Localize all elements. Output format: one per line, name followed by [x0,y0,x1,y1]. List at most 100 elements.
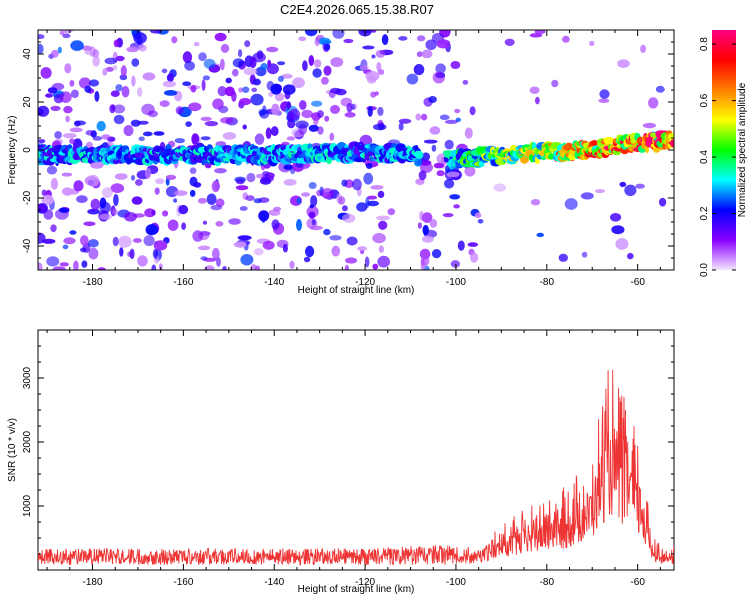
noise-blob [352,178,362,191]
colorbar: 0.0 0.2 0.4 0.6 0.8 Normalized spectral ampl… [699,30,748,277]
noise-blob [151,209,156,216]
noise-blob [105,66,114,72]
ridge-blob [603,136,615,145]
x-tick-label: -180 [83,577,103,588]
noise-blob [40,67,52,79]
x-tick-label: -160 [173,577,193,588]
noise-blob [216,257,221,267]
noise-blob [342,213,356,223]
noise-blob [178,204,189,215]
noise-blob [192,230,204,242]
noise-blob [137,120,149,125]
noise-blob [152,248,158,259]
noise-blob [239,206,248,211]
noise-blob [204,265,215,270]
noise-blob [212,98,224,110]
noise-blob [341,179,348,187]
noise-blob [377,190,385,198]
snr-x-axis: -180 -160 -140 -120 -100 -80 -60 [46,330,661,588]
noise-blob [378,245,384,253]
noise-blob [295,120,309,129]
noise-blob [242,124,247,130]
noise-blob [321,76,329,85]
noise-blob [375,49,386,58]
noise-blob [615,238,629,250]
noise-blob [92,49,100,58]
noise-blob [469,106,476,116]
noise-blob [131,75,136,87]
noise-blob [85,130,95,136]
noise-blob [220,58,225,71]
noise-blob [175,106,184,115]
noise-blob [446,171,460,178]
noise-blob [69,230,77,235]
noise-blob [155,178,165,185]
noise-blob [364,256,370,268]
noise-blob [464,165,476,177]
noise-blob [329,132,335,141]
noise-blob [359,65,369,71]
noise-blob [627,252,634,260]
noise-blob [304,30,318,37]
noise-blob [433,162,444,169]
noise-blob [138,136,145,142]
noise-blob [200,256,208,261]
noise-blob [110,183,125,194]
y-tick-label: 40 [22,48,33,60]
noise-blob [464,127,473,139]
noise-blob [648,97,659,109]
noise-blob [245,195,255,202]
noise-blob [370,91,377,98]
noise-blob [320,40,332,45]
noise-blob [162,210,169,217]
noise-blob [113,104,126,114]
noise-blob [167,219,179,231]
noise-blob [422,224,429,236]
noise-blob [154,187,160,195]
x-tick-label: -80 [540,577,555,588]
noise-blob [457,240,465,251]
noise-blob [365,70,380,82]
noise-blob [442,213,454,218]
noise-blob [477,219,484,224]
noise-blob [338,196,346,205]
noise-blob [274,92,285,102]
noise-blob [214,32,227,42]
noise-blob [311,100,323,107]
noise-blob [228,218,241,225]
noise-blob [215,198,225,207]
noise-blob [193,41,200,47]
noise-blob [222,132,237,140]
noise-blob [357,246,367,252]
noise-blob [151,264,157,270]
noise-blob [173,198,178,203]
noise-blob [286,136,296,141]
noise-blob [41,238,56,244]
noise-blob [54,131,62,139]
y-tick-label: 20 [22,96,33,108]
noise-blob [493,183,506,192]
noise-blob [114,173,128,180]
noise-blob [367,105,373,117]
noise-blob [142,131,153,137]
noise-blob [145,224,159,236]
noise-blob [377,106,384,116]
noise-blob [372,263,379,270]
noise-blob [59,262,69,267]
noise-blob [439,114,450,121]
noise-blob [316,110,324,118]
noise-blob [222,266,227,270]
noise-blob [534,30,546,34]
y-tick-label: 0 [22,147,33,153]
noise-blob [104,57,118,65]
noise-blob [197,197,207,204]
noise-blob [308,55,315,66]
noise-blob [38,43,44,55]
noise-blob [422,235,434,243]
noise-blob [112,65,118,71]
noise-blob [420,255,430,266]
noise-blob [529,33,543,38]
noise-blob [425,39,437,51]
noise-blob [70,89,79,99]
